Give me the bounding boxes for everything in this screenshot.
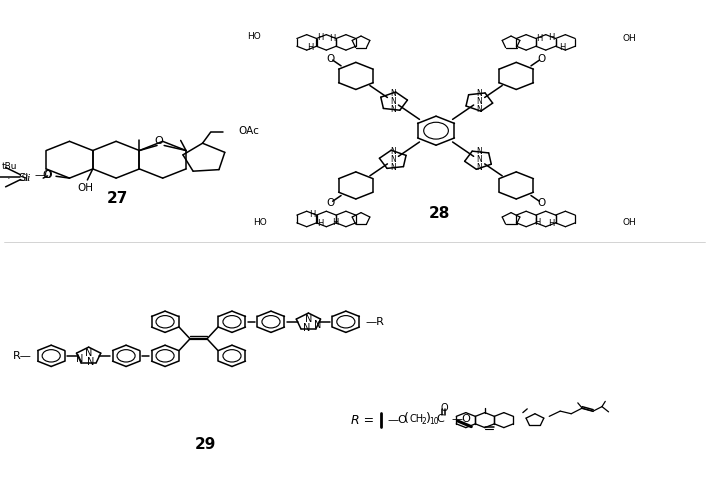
Text: C: C — [436, 414, 444, 424]
Text: N
N
N: N N N — [476, 89, 481, 114]
Text: N: N — [305, 314, 312, 324]
Text: H: H — [332, 218, 338, 227]
Text: tBu: tBu — [1, 162, 17, 171]
Text: OH: OH — [77, 182, 94, 193]
Text: CH: CH — [409, 414, 423, 424]
Text: H: H — [307, 43, 313, 51]
Text: ): ) — [426, 412, 431, 425]
Text: N: N — [76, 354, 83, 364]
Text: O: O — [440, 403, 447, 413]
Text: O: O — [155, 136, 164, 146]
Text: N: N — [87, 357, 94, 367]
Text: —O: —O — [388, 415, 408, 425]
Text: 10: 10 — [430, 417, 440, 426]
Text: N
N
N: N N N — [391, 89, 396, 114]
Text: O: O — [537, 54, 546, 64]
Text: H: H — [534, 218, 540, 227]
Text: H: H — [536, 34, 542, 43]
Text: HO: HO — [253, 218, 267, 227]
Text: H: H — [309, 210, 316, 219]
Text: $\it{t}$Bu: $\it{t}$Bu — [7, 175, 11, 181]
Text: O: O — [43, 170, 51, 181]
Text: HO: HO — [247, 31, 262, 41]
Text: OH: OH — [622, 218, 636, 227]
Text: (: ( — [404, 412, 409, 425]
Text: Si: Si — [18, 173, 28, 182]
Text: Si: Si — [21, 174, 31, 182]
Text: H: H — [317, 219, 323, 228]
Text: H: H — [549, 33, 555, 42]
Text: —R: —R — [365, 317, 384, 327]
Text: —O: —O — [35, 170, 53, 181]
Text: R—: R— — [13, 351, 32, 361]
Text: O: O — [326, 197, 335, 208]
Text: O: O — [537, 197, 546, 208]
Text: H: H — [559, 43, 565, 51]
Text: R =: R = — [351, 414, 374, 426]
Text: N
N
N: N N N — [476, 147, 481, 172]
Text: N: N — [314, 319, 321, 330]
Text: OAc: OAc — [238, 126, 259, 136]
Text: H: H — [330, 34, 336, 43]
Text: N: N — [85, 348, 92, 358]
Text: OH: OH — [622, 34, 636, 43]
Text: 29: 29 — [195, 437, 216, 452]
Text: 2: 2 — [422, 417, 427, 425]
Text: O: O — [326, 54, 335, 64]
Text: 27: 27 — [106, 191, 128, 206]
Text: N: N — [303, 323, 310, 333]
Text: N
N
N: N N N — [391, 147, 396, 172]
Text: H: H — [317, 33, 323, 42]
Text: 28: 28 — [429, 207, 450, 221]
Text: H: H — [549, 219, 555, 228]
Text: —O: —O — [452, 414, 471, 424]
